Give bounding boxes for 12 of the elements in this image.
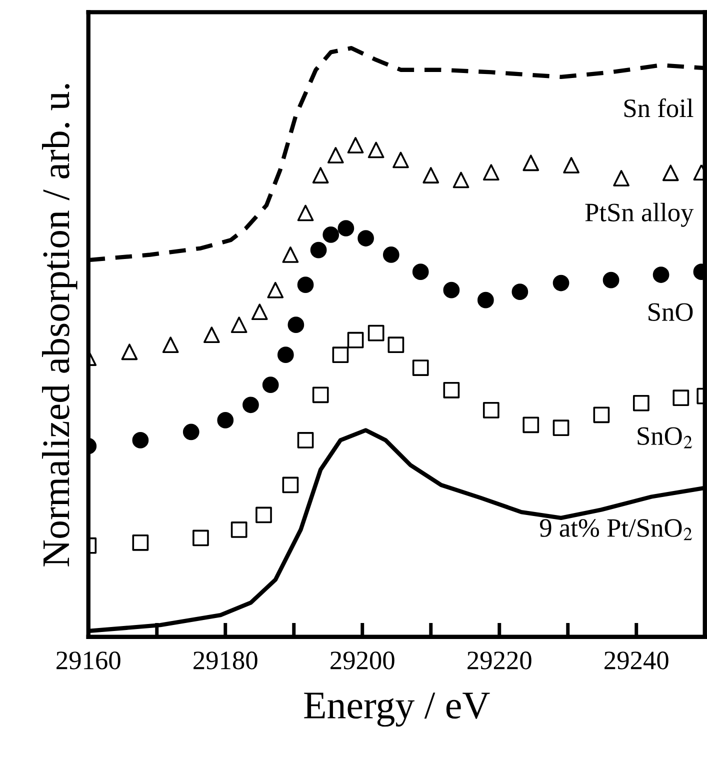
x-tick-label: 29200 (330, 652, 394, 670)
x-tick-label: 29160 (56, 652, 120, 670)
series-label: SnO (648, 303, 693, 321)
x-tick-label: 29220 (468, 652, 532, 670)
x-tick-label: 29180 (194, 652, 258, 670)
x-tick-label: 29240 (604, 652, 668, 670)
series-label: 9 at% Pt/SnO$_{2}$ (540, 519, 692, 540)
series-label: PtSn alloy (585, 202, 694, 227)
y-axis-title: Normalized absorption / arb. u. (42, 84, 78, 566)
series-label: SnO$_{2}$ (638, 427, 692, 448)
series-label: Sn foil (624, 98, 694, 118)
x-axis-title: Energy / eV (304, 692, 490, 727)
